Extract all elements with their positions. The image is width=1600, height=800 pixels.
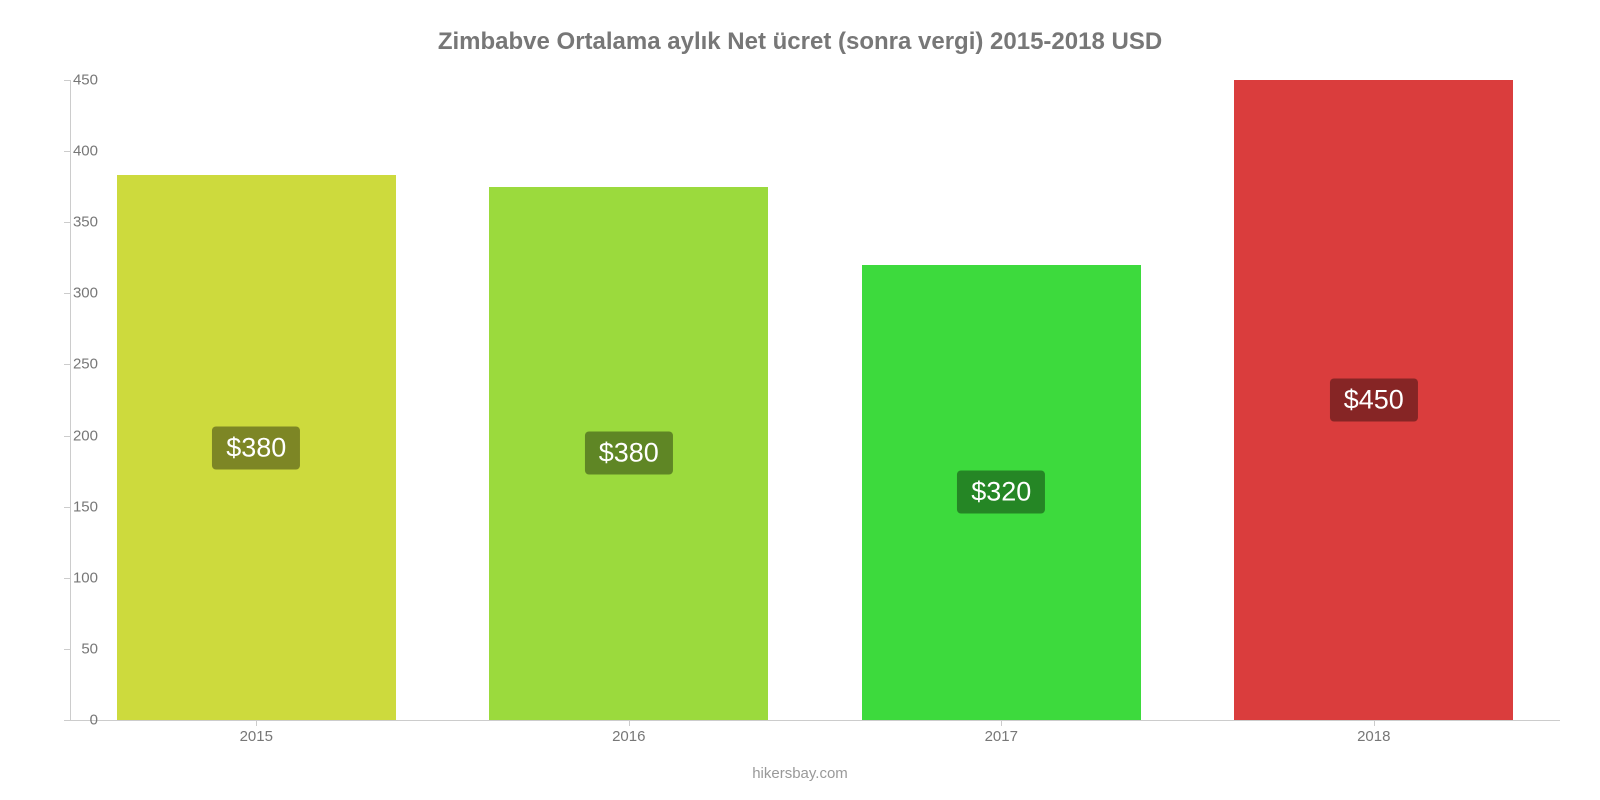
bar-value-label: $380 [585, 432, 673, 475]
y-tick-label: 0 [38, 712, 98, 729]
y-tick-label: 450 [38, 72, 98, 89]
y-tick-label: 50 [38, 640, 98, 657]
bar-value-label: $450 [1330, 379, 1418, 422]
x-tick-label: 2018 [1357, 728, 1390, 745]
footer-attribution: hikersbay.com [0, 765, 1600, 782]
y-tick-label: 300 [38, 285, 98, 302]
x-tick-mark [629, 720, 630, 726]
x-tick-label: 2016 [612, 728, 645, 745]
x-axis [70, 720, 1560, 721]
y-tick-label: 150 [38, 498, 98, 515]
bar-value-label: $320 [957, 471, 1045, 514]
bar-value-label: $380 [212, 426, 300, 469]
y-axis [70, 80, 71, 720]
plot-area: $380 $380 $320 $450 [70, 80, 1560, 720]
y-tick-label: 100 [38, 569, 98, 586]
y-tick-label: 200 [38, 427, 98, 444]
x-tick-mark [256, 720, 257, 726]
x-tick-mark [1374, 720, 1375, 726]
x-tick-label: 2017 [985, 728, 1018, 745]
y-tick-label: 400 [38, 143, 98, 160]
y-tick-label: 350 [38, 214, 98, 231]
y-tick-label: 250 [38, 356, 98, 373]
x-tick-mark [1001, 720, 1002, 726]
chart-title: Zimbabve Ortalama aylık Net ücret (sonra… [0, 28, 1600, 56]
x-tick-label: 2015 [240, 728, 273, 745]
